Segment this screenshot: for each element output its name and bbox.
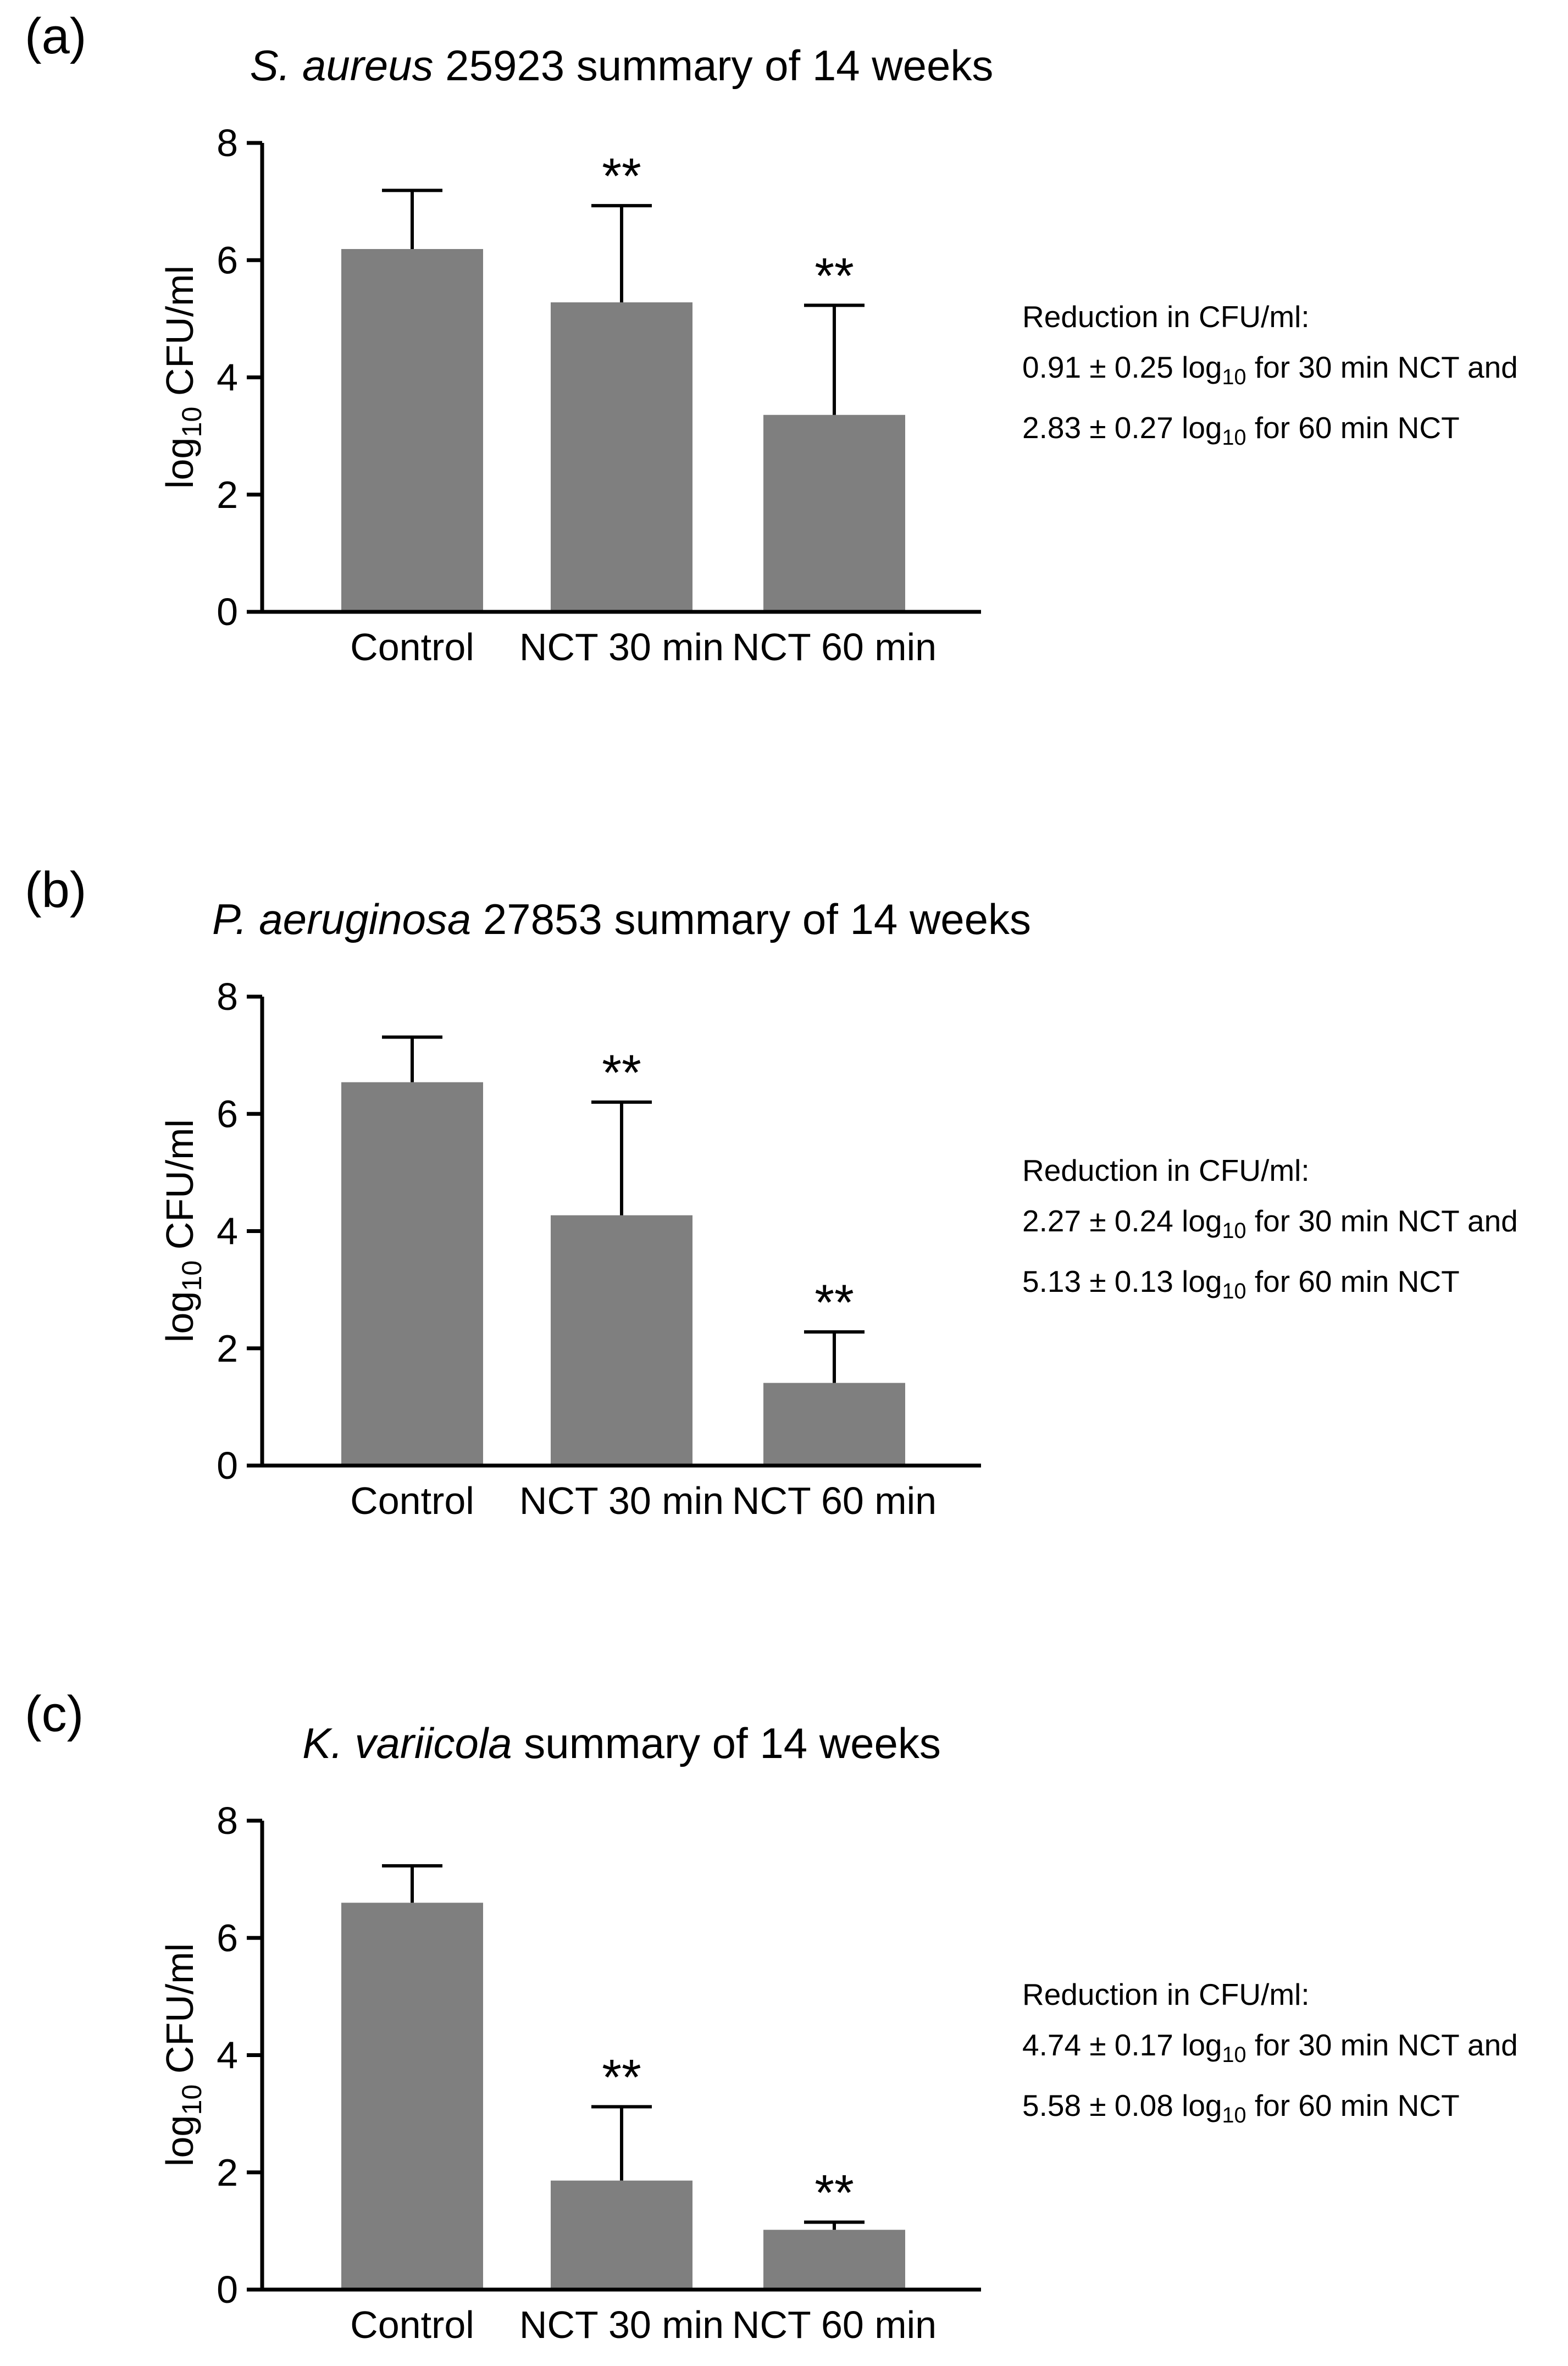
- annotation-line1: 4.74 ± 0.17 log10 for 30 min NCT and: [1022, 2020, 1518, 2080]
- annotation-sub: 10: [1222, 2043, 1246, 2067]
- x-tick-label: NCT 60 min: [732, 2303, 937, 2346]
- bar: [341, 1903, 483, 2290]
- annotation-text: 0.91 ± 0.25 log: [1022, 350, 1222, 384]
- panel-c: (c) K. variicola summary of 14 weeks log…: [0, 1678, 1568, 2366]
- y-tick-label: 6: [217, 1916, 238, 1959]
- annotation-b: Reduction in CFU/ml: 2.27 ± 0.24 log10 f…: [1022, 1145, 1518, 1317]
- species-name: S. aureus: [250, 41, 434, 90]
- significance-marker: **: [602, 1045, 641, 1101]
- annotation-text: for 30 min NCT and: [1246, 350, 1518, 384]
- annotation-line2: 5.58 ± 0.08 log10 for 60 min NCT: [1022, 2080, 1518, 2141]
- bar-chart-a: Control ** NCT 30 min ** NCT 60 min 0 2 4 6 8: [217, 121, 981, 668]
- y-tick-label: 2: [217, 2151, 238, 2194]
- annotation-header: Reduction in CFU/ml:: [1022, 1153, 1310, 1187]
- bar: [763, 1383, 905, 1466]
- significance-marker: **: [602, 148, 641, 204]
- annotation-text: for 60 min NCT: [1246, 2088, 1460, 2122]
- panel-a: (a) S. aureus 25923 summary of 14 weeks …: [0, 0, 1568, 854]
- bar-chart-c: Control ** NCT 30 min ** NCT 60 min 0 2 4 6 8: [217, 1799, 981, 2346]
- panel-b: (b) P. aeruginosa 27853 summary of 14 we…: [0, 854, 1568, 1678]
- annotation-text: 4.74 ± 0.17 log: [1022, 2028, 1222, 2062]
- y-tick-label: 6: [217, 1092, 238, 1135]
- annotation-c: Reduction in CFU/ml: 4.74 ± 0.17 log10 f…: [1022, 1969, 1518, 2141]
- chart-title-b: P. aeruginosa 27853 summary of 14 weeks: [72, 895, 1171, 944]
- annotation-line2: 5.13 ± 0.13 log10 for 60 min NCT: [1022, 1256, 1518, 1317]
- significance-marker: **: [815, 248, 854, 304]
- annotation-line1: 2.27 ± 0.24 log10 for 30 min NCT and: [1022, 1196, 1518, 1256]
- y-tick-label: 2: [217, 1327, 238, 1370]
- bar: [341, 1082, 483, 1466]
- x-tick-label: Control: [350, 2303, 474, 2346]
- annotation-sub: 10: [1222, 2103, 1246, 2127]
- x-tick-label: NCT 60 min: [732, 1479, 937, 1522]
- x-tick-label: NCT 30 min: [519, 2303, 724, 2346]
- title-rest: 25923 summary of 14 weeks: [433, 41, 994, 90]
- annotation-line2: 2.83 ± 0.27 log10 for 60 min NCT: [1022, 402, 1518, 463]
- bar: [551, 302, 692, 612]
- y-tick-label: 2: [217, 473, 238, 516]
- annotation-text: 5.58 ± 0.08 log: [1022, 2088, 1222, 2122]
- title-rest: 27853 summary of 14 weeks: [471, 895, 1032, 943]
- x-tick-label: NCT 30 min: [519, 626, 724, 668]
- annotation-text: for 30 min NCT and: [1246, 2028, 1518, 2062]
- x-tick-label: NCT 30 min: [519, 1479, 724, 1522]
- y-tick-label: 0: [217, 1444, 238, 1487]
- y-tick-label: 4: [217, 2034, 238, 2077]
- chart-title-a: S. aureus 25923 summary of 14 weeks: [72, 41, 1171, 91]
- y-tick-label: 0: [217, 2268, 238, 2311]
- y-tick-label: 8: [217, 975, 238, 1018]
- annotation-line1: 0.91 ± 0.25 log10 for 30 min NCT and: [1022, 342, 1518, 402]
- significance-marker: **: [815, 1275, 854, 1331]
- significance-marker: **: [602, 2049, 641, 2105]
- species-name: K. variicola: [302, 1719, 512, 1767]
- bar: [763, 414, 905, 612]
- annotation-text: for 60 min NCT: [1246, 1264, 1460, 1298]
- annotation-sub: 10: [1222, 365, 1246, 389]
- bar: [551, 1215, 692, 1466]
- species-name: P. aeruginosa: [212, 895, 472, 943]
- annotation-text: for 60 min NCT: [1246, 411, 1460, 445]
- annotation-sub: 10: [1222, 1219, 1246, 1243]
- bar: [551, 2180, 692, 2290]
- annotation-text: 2.83 ± 0.27 log: [1022, 411, 1222, 445]
- y-tick-label: 6: [217, 239, 238, 281]
- panel-label-c: (c): [25, 1686, 84, 1742]
- x-tick-label: Control: [350, 626, 474, 668]
- title-rest: summary of 14 weeks: [512, 1719, 941, 1767]
- y-tick-label: 4: [217, 1210, 238, 1253]
- bar-chart-b: Control ** NCT 30 min ** NCT 60 min 0 2 4 6 8: [217, 975, 981, 1522]
- annotation-a: Reduction in CFU/ml: 0.91 ± 0.25 log10 f…: [1022, 291, 1518, 463]
- y-tick-label: 8: [217, 121, 238, 164]
- bar: [341, 248, 483, 612]
- panel-label-a: (a): [25, 8, 87, 64]
- x-tick-label: NCT 60 min: [732, 626, 937, 668]
- annotation-sub: 10: [1222, 425, 1246, 450]
- y-tick-label: 4: [217, 356, 238, 399]
- significance-marker: **: [815, 2165, 854, 2221]
- annotation-text: for 30 min NCT and: [1246, 1204, 1518, 1238]
- annotation-header: Reduction in CFU/ml:: [1022, 1977, 1310, 2011]
- annotation-header: Reduction in CFU/ml:: [1022, 300, 1310, 334]
- y-tick-label: 8: [217, 1799, 238, 1842]
- panel-label-b: (b): [25, 862, 87, 918]
- annotation-text: 2.27 ± 0.24 log: [1022, 1204, 1222, 1238]
- y-tick-label: 0: [217, 590, 238, 633]
- bar: [763, 2230, 905, 2290]
- annotation-sub: 10: [1222, 1279, 1246, 1303]
- chart-title-c: K. variicola summary of 14 weeks: [72, 1719, 1171, 1768]
- x-tick-label: Control: [350, 1479, 474, 1522]
- annotation-text: 5.13 ± 0.13 log: [1022, 1264, 1222, 1298]
